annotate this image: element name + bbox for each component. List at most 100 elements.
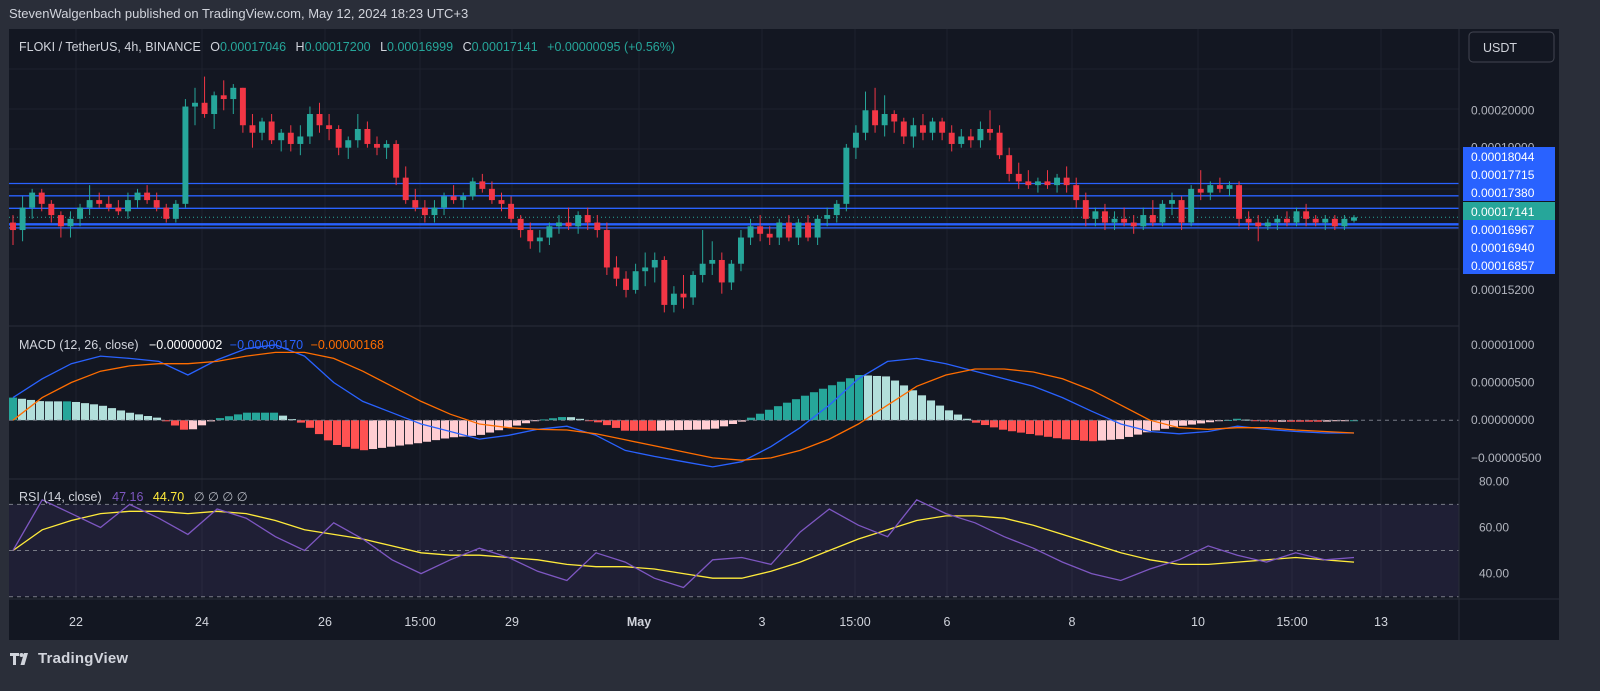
candle-body (833, 203, 840, 216)
macd-histogram-bar (1097, 420, 1107, 441)
macd-histogram-bar (359, 420, 369, 451)
candle-body (939, 121, 946, 133)
candle-body (843, 147, 850, 204)
macd-histogram-bar (782, 402, 792, 421)
macd-histogram-bar (980, 420, 990, 426)
candle-body (498, 200, 505, 204)
macd-histogram-bar (125, 412, 135, 421)
candle-body (1236, 185, 1243, 219)
price-label-box (1463, 183, 1555, 201)
macd-histogram-bar (53, 401, 63, 421)
time-tick-label: 15:00 (839, 615, 870, 629)
candle-body (508, 203, 515, 219)
macd-histogram-bar (35, 401, 45, 421)
time-tick-label: 8 (1069, 615, 1076, 629)
candle-body (345, 140, 352, 148)
currency-button[interactable]: USDT (1468, 31, 1555, 63)
macd-histogram-bar (314, 420, 324, 435)
candle-body (182, 106, 189, 204)
candle-body (1312, 218, 1319, 223)
macd-histogram-bar (701, 420, 711, 430)
candle-body (1283, 218, 1290, 223)
candle-body (1245, 218, 1252, 223)
candle-body (96, 200, 103, 204)
macd-histogram-bar (593, 420, 603, 423)
price-label-box (1463, 256, 1555, 274)
candle-body (402, 177, 409, 201)
macd-histogram-bar (962, 418, 972, 421)
candle-body (1063, 177, 1070, 186)
rsi-axis[interactable]: 80.00 60.00 40.00 (1479, 474, 1509, 580)
candle-body (1255, 222, 1262, 227)
macd-histogram-bar (1187, 420, 1197, 425)
macd-histogram-bar (197, 420, 207, 426)
macd-histogram-bar (188, 420, 198, 430)
macd-axis[interactable]: 0.00001000 0.00000500 0.00000000 −0.0000050… (1471, 338, 1542, 465)
candle-body (278, 132, 285, 141)
macd-hist-value: −0.00000002 (149, 338, 222, 352)
currency-button-label[interactable]: USDT (1483, 41, 1517, 55)
macd-histogram-bar (1169, 420, 1179, 428)
macd-histogram-bar (476, 420, 486, 435)
candle-body (192, 102, 198, 107)
candle-body (680, 293, 687, 298)
macd-histogram-bar (395, 420, 405, 446)
macd-histogram-bar (107, 408, 117, 421)
macd-histogram-bar (1331, 420, 1341, 422)
macd-histogram-bar (530, 420, 540, 422)
macd-histogram-bar (971, 420, 981, 423)
macd-histogram-bar (881, 376, 891, 421)
candle-body (1178, 200, 1185, 223)
chart-background (9, 29, 1559, 640)
macd-histogram-bar (26, 399, 36, 421)
candle-body (805, 222, 811, 238)
price-label-box (1463, 202, 1555, 220)
macd-histogram-bar (692, 420, 702, 430)
macd-histogram-bar (1061, 420, 1071, 440)
macd-histogram-bar (1106, 420, 1116, 440)
tradingview-logo-icon (10, 652, 28, 665)
candle-body (881, 114, 888, 126)
macd-histogram-bar (161, 420, 171, 422)
time-tick-label: 15:00 (1276, 615, 1307, 629)
footer-brand[interactable]: TradingView (10, 650, 128, 667)
macd-histogram-bar (116, 410, 126, 421)
macd-histogram-bar (1268, 420, 1278, 422)
price-label-text: 0.00017380 (1471, 186, 1535, 200)
macd-histogram-bar (611, 420, 621, 428)
candle-body (1006, 155, 1013, 174)
time-tick-label: 10 (1191, 615, 1205, 629)
macd-histogram-bar (368, 420, 378, 450)
macd-histogram-bar (17, 398, 27, 421)
candle-body (469, 181, 476, 197)
macd-histogram-bar (305, 420, 315, 428)
time-axis[interactable]: 22 24 26 15:00 29 May 3 15:00 6 8 10 15:00 13 (69, 615, 1388, 629)
price-label-box (1463, 238, 1555, 256)
macd-histogram-bar (539, 419, 549, 421)
candle-body (996, 132, 1003, 156)
candle-body (1101, 211, 1108, 223)
candle-body (19, 207, 26, 231)
candle-body (1025, 181, 1032, 186)
candle-body (536, 237, 543, 242)
currency-button-box[interactable] (1468, 31, 1555, 63)
candle-body (919, 125, 926, 133)
macd-histogram-bar (8, 397, 18, 421)
candle-body (153, 200, 160, 208)
candle-body (872, 110, 879, 126)
candle-body (977, 128, 984, 141)
macd-histogram-bar (206, 420, 216, 422)
macd-histogram-bar (719, 420, 729, 427)
candle-body (460, 196, 467, 201)
macd-histogram-bar (323, 420, 333, 441)
macd-histogram-bar (1241, 419, 1251, 421)
macd-histogram-bar (62, 401, 72, 421)
macd-histogram-bar (1313, 420, 1323, 422)
macd-histogram-bar (1259, 420, 1269, 422)
candle-body (1169, 200, 1175, 204)
rsi-value: 47.16 (112, 490, 143, 504)
candle-body (718, 259, 725, 283)
